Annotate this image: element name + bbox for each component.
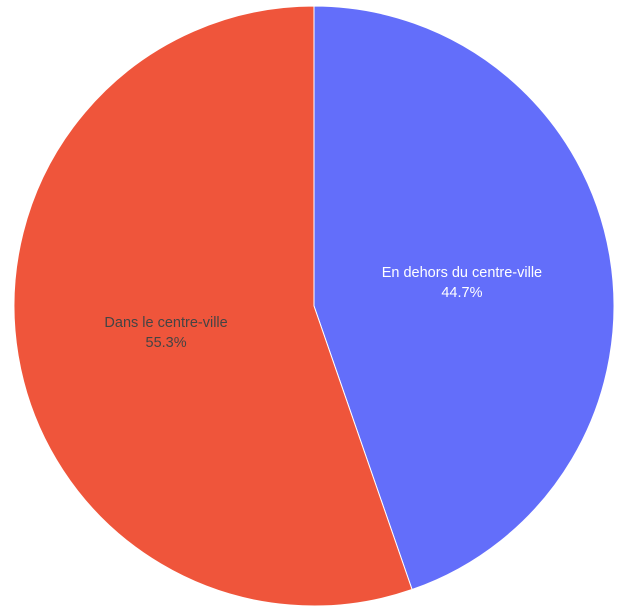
pie-slice-0[interactable] — [313, 5, 615, 591]
slice-name-label: En dehors du centre-ville — [382, 265, 542, 281]
pie-slice-label-0: En dehors du centre-ville 44.7% — [382, 265, 542, 301]
slice-percent-label: 44.7% — [441, 285, 482, 301]
slice-name-label: Dans le centre-ville — [104, 315, 227, 331]
pie-slice-1[interactable] — [13, 5, 413, 606]
pie-slice-label-1: Dans le centre-ville 55.3% — [104, 315, 227, 351]
slice-percent-label: 55.3% — [146, 335, 187, 351]
